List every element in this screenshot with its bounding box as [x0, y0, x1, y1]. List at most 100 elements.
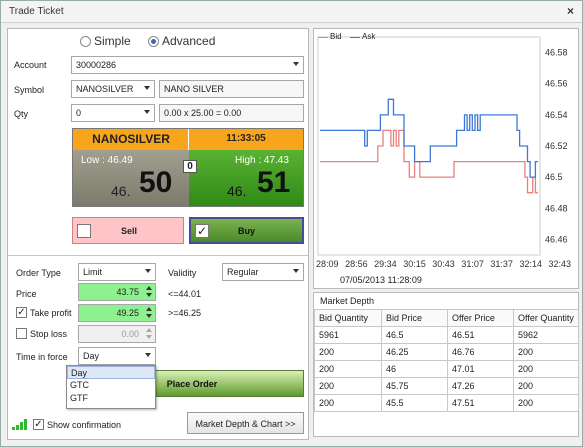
column-header: Bid Price	[381, 309, 448, 327]
close-icon[interactable]: ×	[566, 4, 574, 18]
buy-button[interactable]: ✓ Buy	[189, 217, 304, 244]
account-select[interactable]: 30000286	[71, 56, 304, 74]
bid-price: 45.75	[381, 377, 448, 395]
column-header: Bid Quantity	[314, 309, 382, 327]
y-tick-label: 46.58	[545, 48, 568, 58]
ask-quote[interactable]: High : 47.43 46. 51	[189, 150, 303, 206]
offer-quantity: 200	[513, 394, 579, 412]
price-value: 43.75	[116, 287, 139, 297]
offer-price: 46.76	[447, 343, 514, 361]
quote-time-header: 11:33:05	[189, 129, 303, 150]
symbol-select[interactable]: NANOSILVER	[71, 80, 155, 98]
offer-quantity: 200	[513, 377, 579, 395]
time-in-force-select[interactable]: Day	[78, 347, 156, 365]
x-tick-label: 31:37	[490, 259, 513, 269]
order-type-label: Order Type	[16, 268, 61, 278]
tif-option-gtf[interactable]: GTF	[70, 393, 88, 403]
take-profit-checkbox[interactable]: ✓	[16, 307, 27, 318]
tif-option-gtc[interactable]: GTC	[70, 380, 89, 390]
order-panel: Simple Advanced Account 30000286 Symbol …	[7, 28, 309, 440]
qty-calc-field: 0.00 x 25.00 = 0.00	[159, 104, 304, 122]
plot-area	[317, 36, 541, 256]
tif-option-day[interactable]: Day	[67, 366, 155, 379]
offer-price: 47.01	[447, 360, 514, 378]
buy-checkbox[interactable]: ✓	[195, 224, 209, 238]
signal-strength-icon	[12, 419, 28, 430]
offer-quantity: 200	[513, 360, 579, 378]
bid-quantity: 200	[314, 377, 382, 395]
quote-time: 11:33:05	[226, 133, 266, 144]
sell-button[interactable]: Sell	[72, 217, 184, 244]
stop-loss-label[interactable]: Stop loss	[30, 329, 68, 339]
y-tick-label: 46.46	[545, 234, 568, 244]
bid-price: 46.25	[381, 343, 448, 361]
market-depth-chart-button[interactable]: Market Depth & Chart >>	[187, 412, 304, 434]
advanced-radio-label[interactable]: Advanced	[162, 34, 216, 48]
table-header-row: Bid Quantity Bid Price Offer Price Offer…	[314, 309, 579, 327]
series-line-ask	[320, 98, 538, 178]
take-profit-input[interactable]: 49.25	[78, 304, 156, 322]
legend-bid-label: Bid	[330, 32, 342, 41]
bid-price: 45.5	[381, 394, 448, 412]
price-input[interactable]: 43.75	[78, 283, 156, 301]
ask-big: 51	[257, 166, 291, 199]
validity-select[interactable]: Regular	[222, 263, 304, 281]
title-bar: Trade Ticket ×	[1, 1, 582, 23]
simple-radio[interactable]	[80, 36, 91, 47]
qty-label: Qty	[14, 109, 29, 119]
market-depth-title: Market Depth	[320, 296, 375, 306]
order-type-value: Limit	[83, 267, 103, 277]
y-tick-label: 46.5	[545, 172, 563, 182]
stop-loss-input[interactable]: 0.00	[78, 325, 156, 343]
show-confirmation-checkbox[interactable]: ✓	[33, 419, 44, 430]
qty-select[interactable]: 0	[71, 104, 155, 122]
column-header: Offer Price	[447, 309, 514, 327]
spinner-icon[interactable]	[145, 286, 153, 298]
table-row[interactable]: 200 45.75 47.26 200	[314, 377, 579, 395]
stop-loss-value: 0.00	[121, 329, 139, 339]
offer-price: 47.26	[447, 377, 514, 395]
chevron-down-icon	[145, 269, 151, 273]
buy-label: Buy	[237, 226, 255, 236]
ask-prefix: 46.	[227, 183, 247, 199]
sell-checkbox[interactable]	[77, 224, 91, 238]
take-profit-note: >=46.25	[168, 308, 202, 318]
spinner-icon[interactable]	[145, 328, 153, 340]
table-row[interactable]: 200 46.25 46.76 200	[314, 343, 579, 361]
quote-box: NANOSILVER 11:33:05 Low : 46.49 46. 50 H…	[72, 128, 304, 207]
legend-bid-swatch	[318, 37, 328, 38]
chart-panel: 46.58 46.56 46.54 46.52 46.5 46.48 46.46 28:09 2…	[313, 28, 579, 289]
bid-quantity: 5961	[314, 326, 382, 344]
symbol-name: NANO SILVER	[164, 84, 224, 94]
bid-quantity: 200	[314, 394, 382, 412]
spread-value: 0	[187, 161, 193, 172]
bid-quote[interactable]: Low : 46.49 46. 50	[73, 150, 189, 206]
take-profit-label[interactable]: Take profit	[30, 308, 72, 318]
market-depth-chart-label: Market Depth & Chart >>	[195, 419, 296, 429]
advanced-radio[interactable]	[148, 36, 159, 47]
qty-value: 0	[76, 108, 82, 118]
offer-price: 47.51	[447, 394, 514, 412]
x-tick-label: 30:43	[432, 259, 455, 269]
symbol-label: Symbol	[14, 85, 45, 95]
account-label: Account	[14, 60, 47, 70]
table-row[interactable]: 200 46 47.01 200	[314, 360, 579, 378]
y-tick-label: 46.54	[545, 110, 568, 120]
quote-symbol-header: NANOSILVER	[73, 129, 189, 150]
table-row[interactable]: 5961 46.5 46.51 5962	[314, 326, 579, 344]
spinner-icon[interactable]	[145, 307, 153, 319]
simple-radio-label[interactable]: Simple	[94, 34, 131, 48]
symbol-value: NANOSILVER	[76, 84, 134, 94]
chevron-down-icon	[144, 86, 150, 90]
order-type-select[interactable]: Limit	[78, 263, 156, 281]
show-confirmation-label[interactable]: Show confirmation	[47, 420, 122, 430]
x-tick-label: 30:15	[403, 259, 426, 269]
market-depth-table: Bid Quantity Bid Price Offer Price Offer…	[314, 309, 579, 412]
y-tick-label: 46.48	[545, 203, 568, 213]
stop-loss-checkbox[interactable]	[16, 328, 27, 339]
time-in-force-label: Time in force	[16, 352, 68, 362]
x-tick-label: 28:09	[316, 259, 339, 269]
table-row[interactable]: 200 45.5 47.51 200	[314, 394, 579, 412]
bid-price: 46.5	[381, 326, 448, 344]
